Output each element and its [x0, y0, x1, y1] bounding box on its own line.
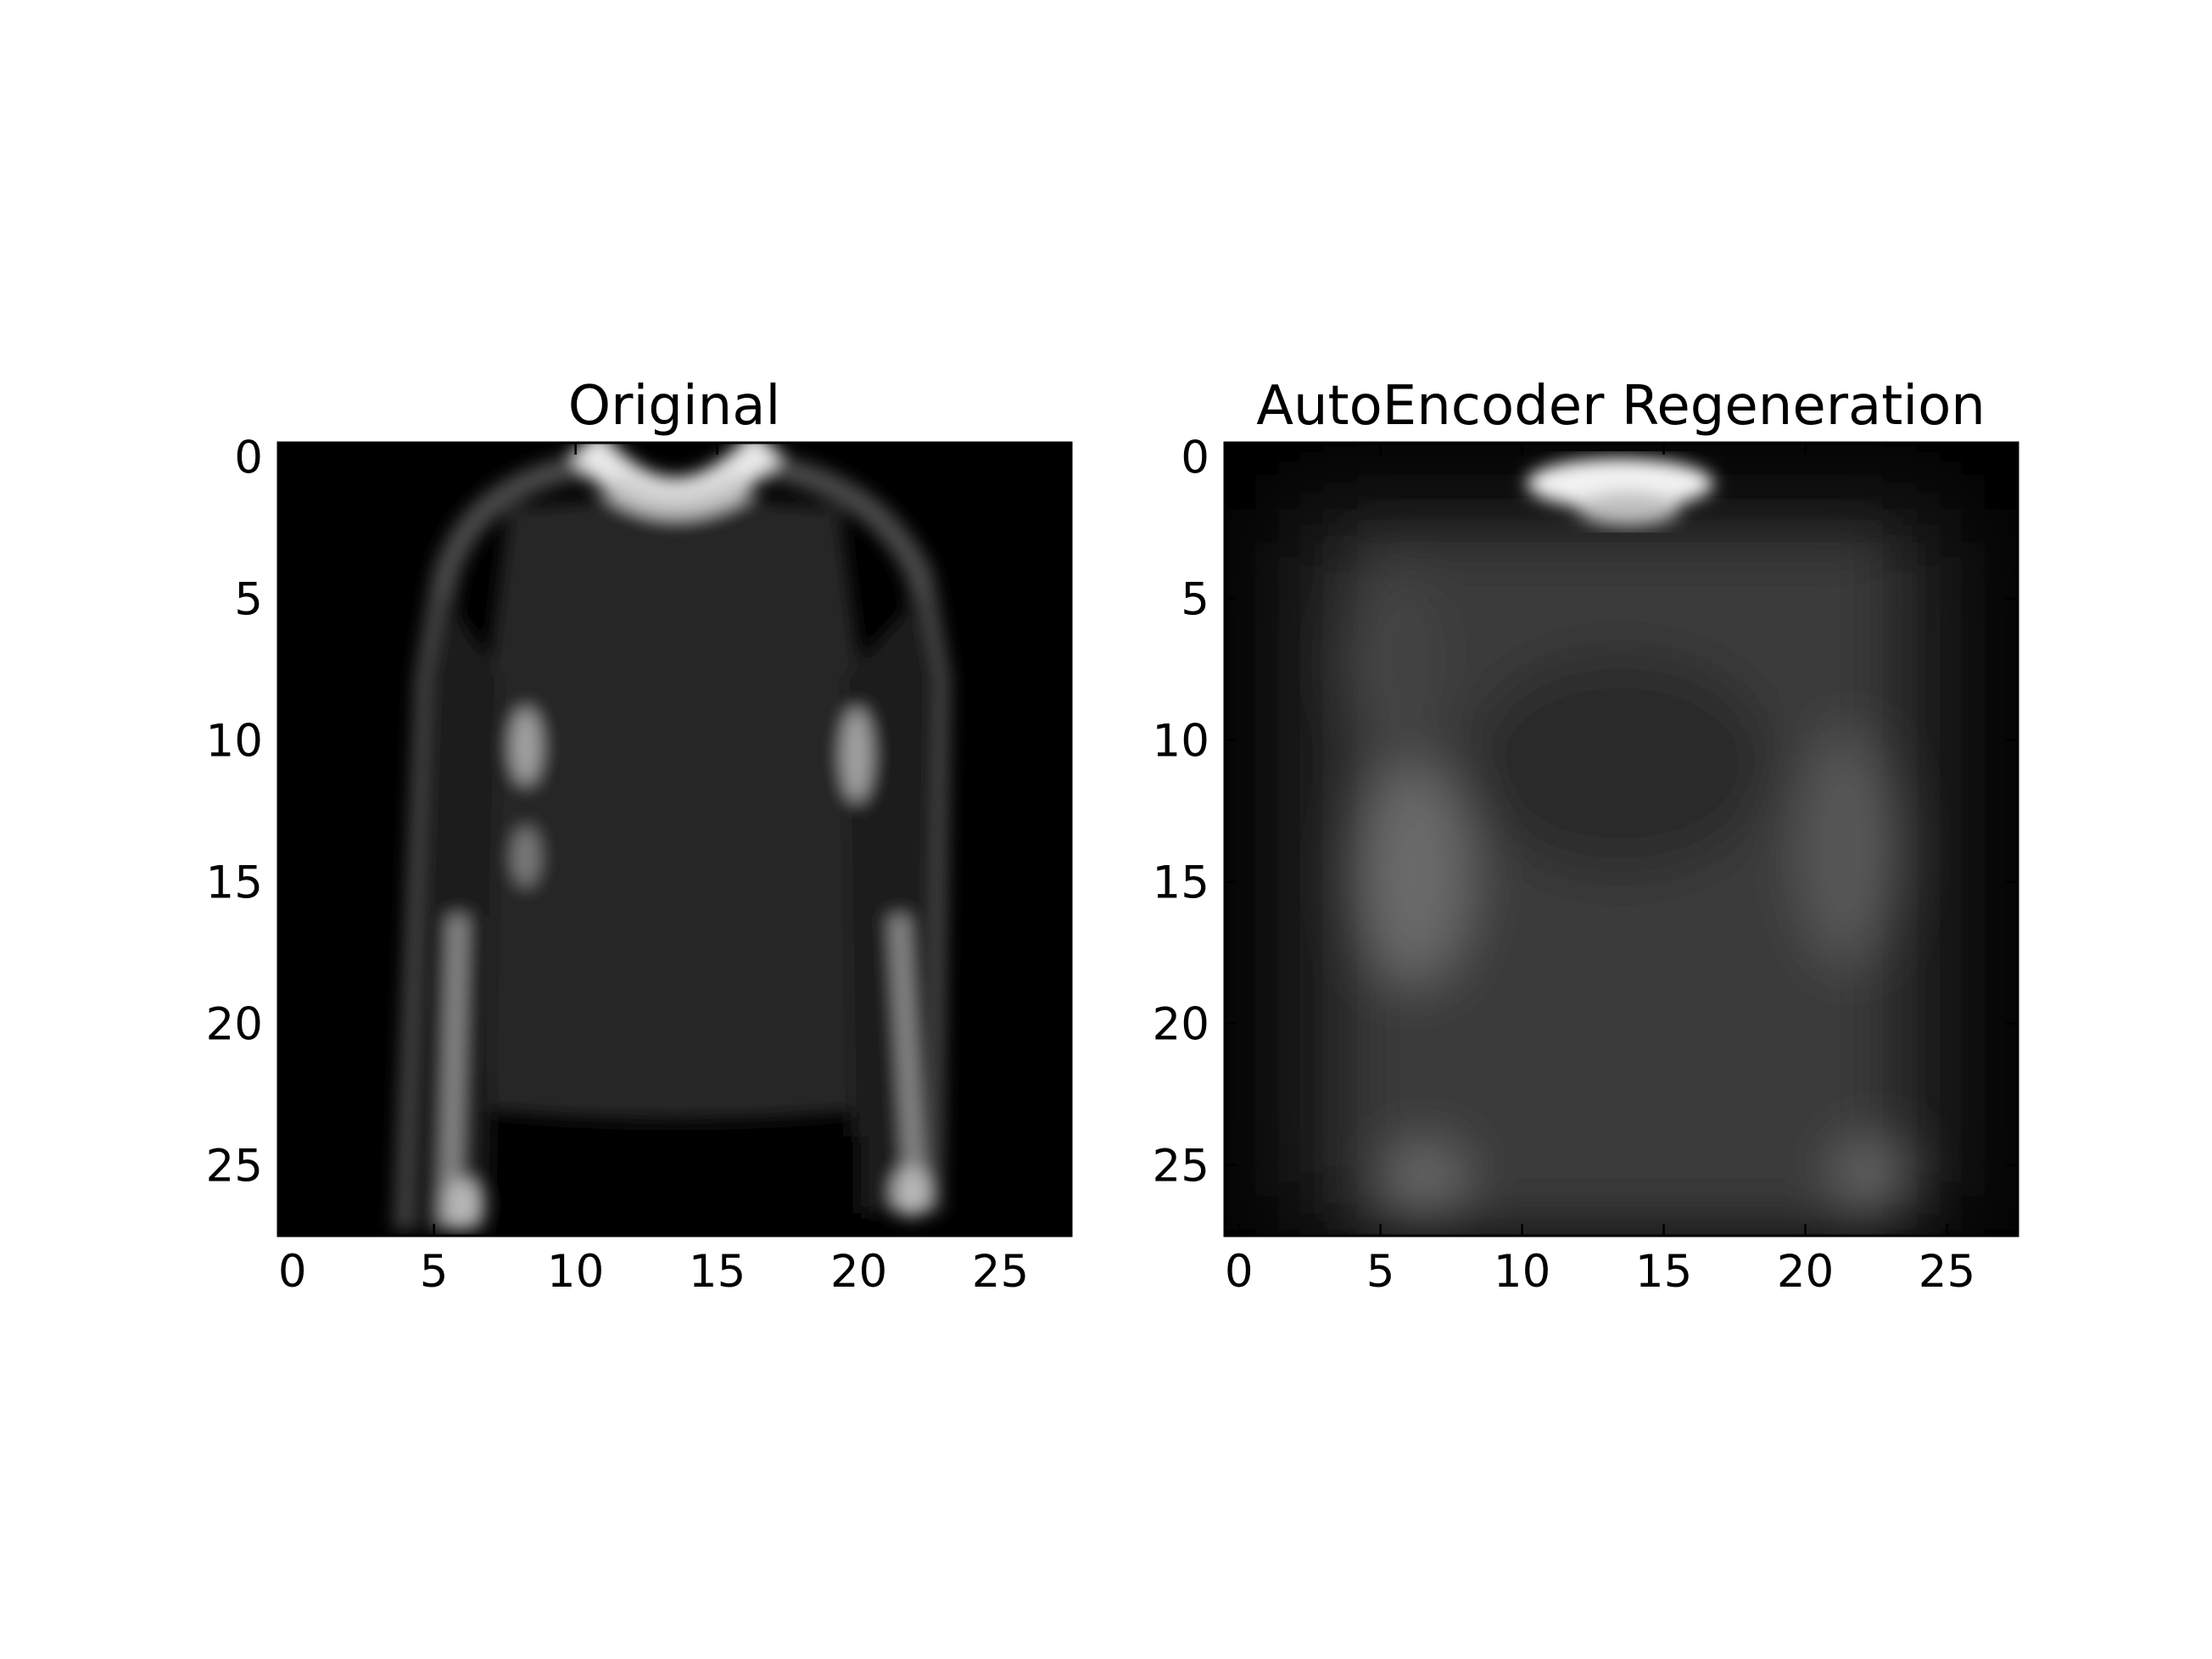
x-tick-label: 20 — [830, 1246, 887, 1298]
x-tick-label: 0 — [278, 1246, 307, 1298]
y-tick-label: 0 — [234, 433, 263, 484]
ticks-regeneration — [1225, 443, 2018, 1236]
x-tick-label: 10 — [1494, 1246, 1550, 1298]
axes-frame-regeneration — [1223, 441, 2019, 1237]
y-tick-label: 20 — [206, 999, 263, 1051]
y-tick-label: 10 — [206, 716, 263, 768]
y-tick-label: 20 — [1153, 999, 1209, 1051]
x-tick-label: 15 — [1635, 1246, 1692, 1298]
panel-title-original: Original — [568, 375, 780, 438]
heatmap-image-regeneration — [1225, 443, 2018, 1236]
x-tick-label: 5 — [420, 1246, 449, 1298]
x-tick-label: 5 — [1366, 1246, 1395, 1298]
x-tick-label: 25 — [972, 1246, 1029, 1298]
ticks-original — [278, 443, 1071, 1236]
y-tick-label: 5 — [234, 574, 263, 626]
x-tick-label: 15 — [689, 1246, 746, 1298]
y-tick-label: 25 — [1153, 1141, 1209, 1193]
y-tick-label: 0 — [1181, 433, 1209, 484]
axes-frame-original — [276, 441, 1073, 1237]
y-tick-label: 15 — [206, 857, 263, 909]
panel-original: Original — [276, 375, 1073, 1237]
y-tick-label: 10 — [1153, 716, 1209, 768]
panel-regeneration: AutoEncoder Regeneration — [1223, 375, 2019, 1237]
x-tick-label: 0 — [1225, 1246, 1254, 1298]
y-tick-label: 15 — [1153, 857, 1209, 909]
y-tick-label: 5 — [1181, 574, 1209, 626]
heatmap-image-original — [278, 443, 1071, 1236]
panel-title-regeneration: AutoEncoder Regeneration — [1256, 375, 1986, 438]
x-tick-label: 20 — [1777, 1246, 1834, 1298]
x-tick-label: 25 — [1919, 1246, 1975, 1298]
x-tick-label: 10 — [547, 1246, 604, 1298]
y-tick-label: 25 — [206, 1141, 263, 1193]
